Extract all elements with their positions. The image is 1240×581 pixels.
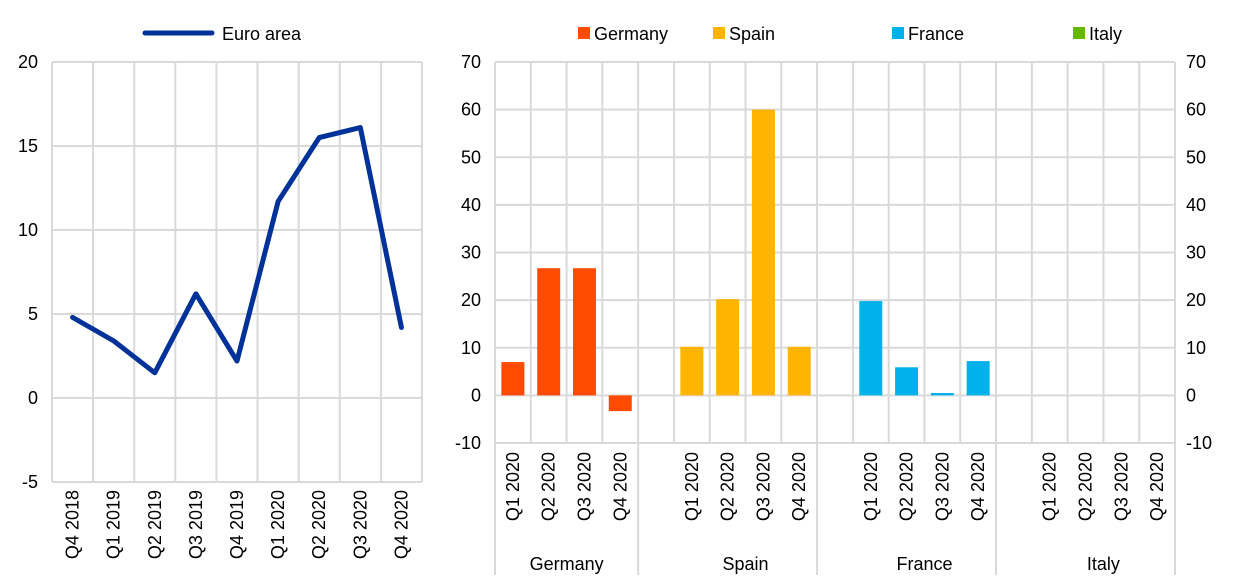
- x-tick-label: Q2 2020: [1076, 452, 1096, 521]
- y-tick-label-left: 30: [461, 243, 481, 263]
- legend-swatch-france: [892, 27, 904, 39]
- x-tick-label: Q4 2020: [1147, 452, 1167, 521]
- bar-france: [930, 392, 954, 396]
- y-tick-label-right: 10: [1186, 338, 1206, 358]
- x-tick-label: Q4 2020: [391, 490, 411, 559]
- x-tick-label: Q4 2020: [610, 452, 630, 521]
- y-tick-label: 20: [18, 52, 38, 72]
- x-tick-label: Q1 2020: [682, 452, 702, 521]
- legend-label: France: [908, 24, 964, 44]
- legend-swatch-germany: [578, 27, 590, 39]
- bar-germany: [501, 362, 525, 396]
- bar-spain: [716, 299, 740, 396]
- bar-france: [895, 367, 919, 396]
- legend-label: Euro area: [222, 24, 302, 44]
- x-tick-label: Q4 2020: [968, 452, 988, 521]
- x-tick-label: Q1 2020: [268, 490, 288, 559]
- y-tick-label-left: 70: [461, 52, 481, 72]
- x-tick-label: Q3 2019: [186, 490, 206, 559]
- x-tick-label: Q3 2020: [932, 452, 952, 521]
- bar-germany: [537, 268, 561, 396]
- x-tick-label: Q4 2020: [789, 452, 809, 521]
- y-tick-label-left: 0: [471, 385, 481, 405]
- y-tick-label-right: 60: [1186, 100, 1206, 120]
- y-tick-label-left: 20: [461, 290, 481, 310]
- x-tick-label: Q4 2018: [63, 490, 83, 559]
- y-tick-label-left: 60: [461, 100, 481, 120]
- x-tick-label: Q2 2020: [897, 452, 917, 521]
- x-tick-label: Q1 2019: [104, 490, 124, 559]
- y-tick-label-right: 30: [1186, 243, 1206, 263]
- bar-spain: [787, 346, 811, 396]
- series-line-euro-area: [70, 125, 404, 376]
- x-tick-label: Q3 2020: [753, 452, 773, 521]
- x-tick-label: Q1 2020: [861, 452, 881, 521]
- x-tick-label: Q2 2020: [309, 490, 329, 559]
- x-tick-label: Q1 2020: [1040, 452, 1060, 521]
- x-tick-label: Q1 2020: [503, 452, 523, 521]
- y-tick-label-left: -10: [455, 433, 481, 453]
- y-tick-label-right: -10: [1186, 433, 1212, 453]
- group-label: France: [896, 554, 952, 574]
- x-tick-label: Q2 2020: [539, 452, 559, 521]
- legend-label: Spain: [729, 24, 775, 44]
- bar-germany: [572, 268, 596, 396]
- group-label: Spain: [723, 554, 769, 574]
- legend-swatch-italy: [1073, 27, 1085, 39]
- y-tick-label-right: 40: [1186, 195, 1206, 215]
- x-tick-label: Q2 2020: [718, 452, 738, 521]
- y-tick-label: 15: [18, 136, 38, 156]
- y-tick-label-right: 20: [1186, 290, 1206, 310]
- y-tick-label-left: 50: [461, 147, 481, 167]
- legend-label: Germany: [594, 24, 668, 44]
- bar-france: [859, 301, 883, 396]
- bar-germany: [608, 395, 632, 412]
- y-tick-label-right: 0: [1186, 385, 1196, 405]
- legend-label: Italy: [1089, 24, 1122, 44]
- x-tick-label: Q3 2020: [350, 490, 370, 559]
- bar-spain: [751, 109, 775, 396]
- group-label: Germany: [530, 554, 604, 574]
- y-tick-label-right: 50: [1186, 147, 1206, 167]
- x-tick-label: Q3 2020: [1111, 452, 1131, 521]
- group-label: Italy: [1087, 554, 1120, 574]
- y-tick-label: 10: [18, 220, 38, 240]
- y-tick-label-right: 70: [1186, 52, 1206, 72]
- y-tick-label: 0: [28, 388, 38, 408]
- y-tick-label: -5: [22, 472, 38, 492]
- bar-france: [966, 361, 990, 396]
- x-tick-label: Q4 2019: [227, 490, 247, 559]
- x-tick-label: Q3 2020: [574, 452, 594, 521]
- y-tick-label: 5: [28, 304, 38, 324]
- bar-spain: [680, 346, 704, 396]
- y-tick-label-left: 10: [461, 338, 481, 358]
- legend-swatch-spain: [713, 27, 725, 39]
- y-tick-label-left: 40: [461, 195, 481, 215]
- x-tick-label: Q2 2019: [145, 490, 165, 559]
